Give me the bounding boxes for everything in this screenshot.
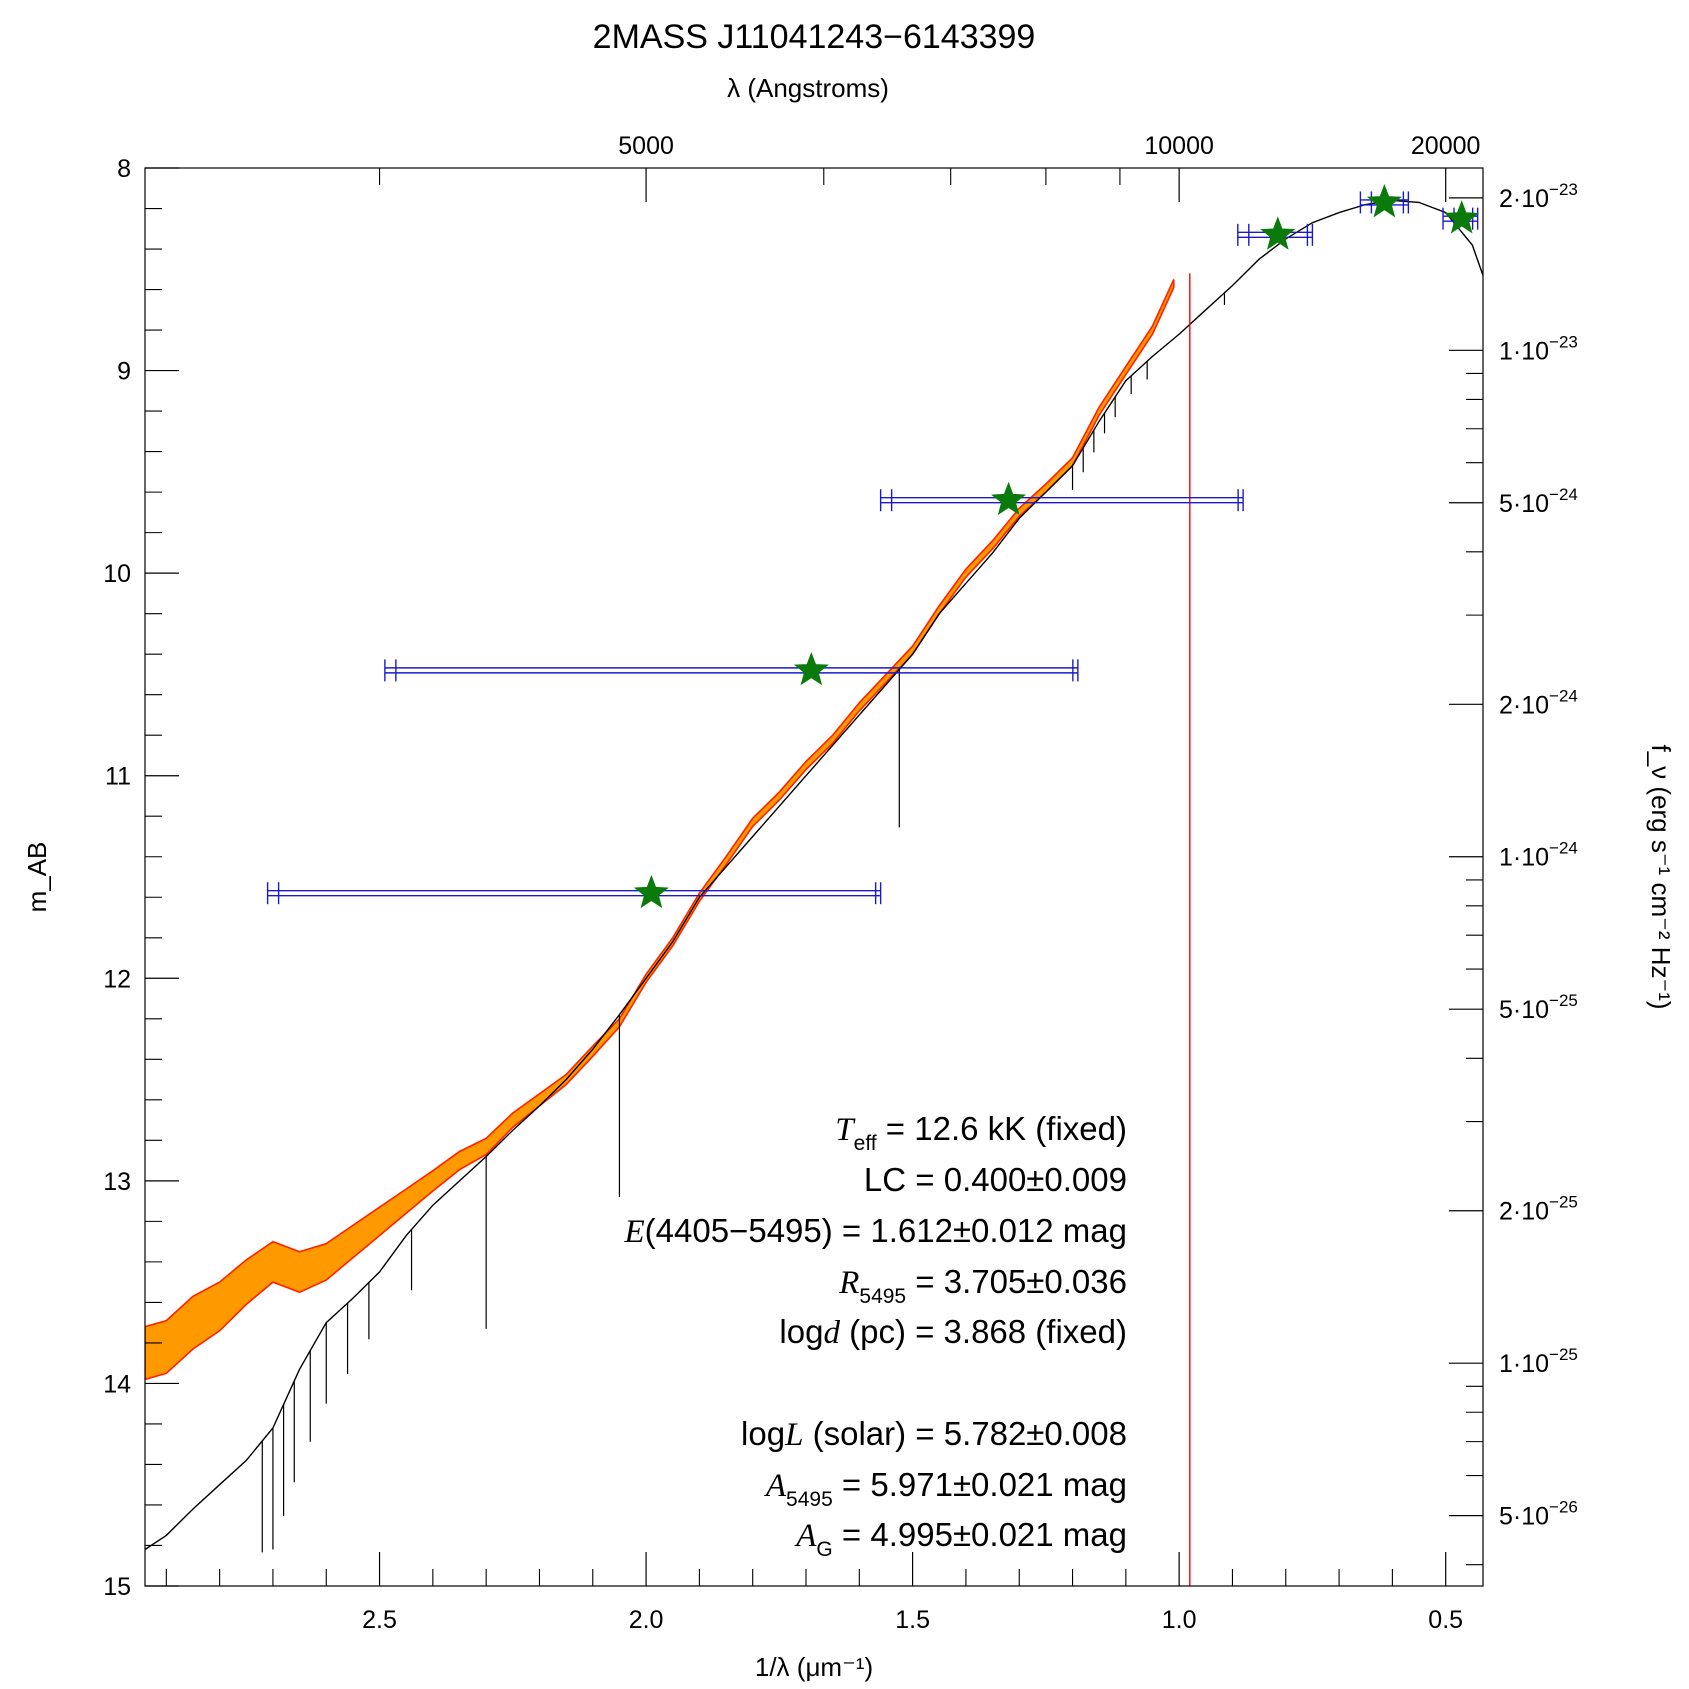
y-tick-label: 11 xyxy=(105,763,131,791)
photometry-star xyxy=(793,651,829,686)
y-tick-label: 8 xyxy=(117,155,131,183)
y-axis-title-right: f_ν (erg s⁻¹ cm⁻² Hz⁻¹) xyxy=(1646,744,1676,1009)
y-tick-label: 14 xyxy=(103,1370,131,1398)
y-tick-label: 15 xyxy=(103,1573,131,1601)
photometry-star xyxy=(1366,183,1402,218)
annotation-symbol: R xyxy=(838,1265,859,1301)
annotation-subscript: eff xyxy=(854,1132,877,1155)
annotation-value: (pc) = 3.868 (fixed) xyxy=(840,1313,1127,1350)
annotation-line: logL (solar) = 5.782±0.008 xyxy=(741,1415,1127,1453)
annotation-line: Teff = 12.6 kK (fixed) xyxy=(835,1110,1127,1155)
annotation-value: = 12.6 kK (fixed) xyxy=(877,1110,1127,1147)
right-tick-label: 2·10−25 xyxy=(1499,1193,1578,1226)
annotation-value: = 4.995±0.021 mag xyxy=(833,1516,1127,1553)
right-tick-label: 5·10−24 xyxy=(1499,485,1578,518)
annotation-value: (4405−5495) = 1.612±0.012 mag xyxy=(645,1212,1127,1249)
y-tick-label: 10 xyxy=(103,560,131,588)
annotation-line: logd (pc) = 3.868 (fixed) xyxy=(779,1313,1127,1351)
annotation-prefix: log xyxy=(741,1415,785,1452)
right-tick-exponent: −23 xyxy=(1549,180,1578,199)
x-tick-label: 2.0 xyxy=(629,1606,664,1634)
right-tick-exponent: −25 xyxy=(1549,991,1578,1010)
annotation-line: AG = 4.995±0.021 mag xyxy=(794,1516,1127,1561)
plot-area xyxy=(145,183,1483,1586)
annotation-value: (solar) = 5.782±0.008 xyxy=(803,1415,1127,1452)
x-tick-label: 1.0 xyxy=(1162,1606,1197,1634)
top-tick-label: 10000 xyxy=(1144,132,1214,160)
right-tick-label: 5·10−25 xyxy=(1499,991,1578,1024)
right-tick-exponent: −24 xyxy=(1549,839,1578,858)
annotation-subscript: G xyxy=(816,1538,832,1561)
x-axis-title: 1/λ (μm⁻¹) xyxy=(755,1652,873,1682)
y-axis-title-left: m_AB xyxy=(22,842,52,913)
right-tick-exponent: −24 xyxy=(1549,485,1578,504)
annotation-value: = 5.971±0.021 mag xyxy=(833,1466,1127,1503)
y-tick-label: 13 xyxy=(103,1168,131,1196)
annotation-symbol: L xyxy=(784,1417,803,1453)
right-tick-label: 1·10−25 xyxy=(1499,1345,1578,1378)
y-tick-label: 9 xyxy=(117,358,131,386)
photometry-star xyxy=(1444,200,1480,234)
right-tick-exponent: −25 xyxy=(1549,1193,1578,1212)
right-tick-label: 5·10−26 xyxy=(1499,1498,1578,1531)
annotation-subscript: 5495 xyxy=(859,1285,906,1308)
annotation-prefix: log xyxy=(779,1313,823,1350)
annotation-line: A5495 = 5.971±0.021 mag xyxy=(764,1466,1127,1511)
photometry-star xyxy=(1260,216,1296,250)
photometry-star xyxy=(991,481,1027,516)
top-tick-label: 5000 xyxy=(618,132,674,160)
annotation-symbol: A xyxy=(794,1518,817,1554)
photometry-star xyxy=(633,874,669,909)
top-tick-label: 20000 xyxy=(1411,132,1481,160)
x-tick-label: 2.5 xyxy=(362,1606,397,1634)
annotation-symbol: E xyxy=(624,1214,645,1250)
annotation-line: R5495 = 3.705±0.036 xyxy=(838,1263,1127,1308)
observed-spectrum-band xyxy=(145,279,1175,1381)
annotation-line: E(4405−5495) = 1.612±0.012 mag xyxy=(624,1212,1128,1250)
model-spectrum-line xyxy=(145,199,1483,1551)
annotation-symbol: d xyxy=(823,1315,840,1351)
right-tick-exponent: −25 xyxy=(1549,1345,1578,1364)
plot-frame xyxy=(144,167,1484,1587)
top-axis-title: λ (Angstroms) xyxy=(727,73,889,103)
right-tick-label: 2·10−23 xyxy=(1499,180,1578,213)
right-tick-label: 2·10−24 xyxy=(1499,686,1578,719)
annotation-value: = 3.705±0.036 xyxy=(906,1263,1127,1300)
annotation-symbol: T xyxy=(835,1112,856,1148)
fit-annotations: Teff = 12.6 kK (fixed)LC = 0.400±0.009E(… xyxy=(624,1110,1128,1561)
right-tick-exponent: −26 xyxy=(1549,1498,1578,1517)
right-tick-exponent: −23 xyxy=(1549,332,1578,351)
right-tick-label: 1·10−24 xyxy=(1499,839,1578,872)
plot-content xyxy=(145,183,1483,1586)
annotation-subscript: 5495 xyxy=(786,1488,833,1511)
annotation-symbol: A xyxy=(764,1468,787,1504)
right-tick-exponent: −24 xyxy=(1549,686,1578,705)
x-tick-label: 0.5 xyxy=(1428,1606,1463,1634)
annotation-line: LC = 0.400±0.009 xyxy=(864,1161,1127,1198)
x-tick-label: 1.5 xyxy=(895,1606,930,1634)
y-tick-label: 12 xyxy=(103,965,131,993)
axes: 2.5 2.0 1.5 1.0 0.5 8 9 10 11 12 13 14 15 5000 10000 20… xyxy=(103,132,1578,1634)
chart-title: 2MASS J11041243−6143399 xyxy=(593,18,1036,56)
annotation-value: LC = 0.400±0.009 xyxy=(864,1161,1127,1198)
right-tick-label: 1·10−23 xyxy=(1499,332,1578,365)
